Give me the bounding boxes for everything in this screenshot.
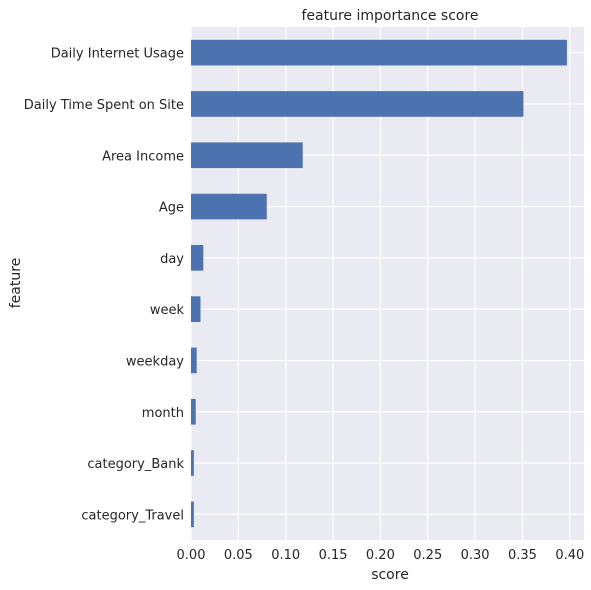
x-tick-label: 0.20 — [366, 548, 395, 563]
bar — [191, 398, 196, 425]
bar — [191, 193, 267, 220]
bar — [191, 450, 194, 476]
x-tick-label: 0.00 — [177, 548, 206, 563]
x-tick-label: 0.15 — [319, 548, 348, 563]
bar — [191, 245, 204, 271]
bar — [191, 347, 197, 374]
bar — [191, 91, 524, 117]
bar — [191, 142, 303, 169]
x-tick-label: 0.05 — [224, 548, 253, 563]
bars — [191, 39, 567, 528]
bar — [191, 501, 194, 528]
y-tick-label: category_Travel — [81, 508, 184, 523]
x-tick-labels: 0.00 0.05 0.10 0.15 0.20 0.25 0.30 0.35 0.40 — [177, 548, 585, 563]
y-tick-label: day — [160, 252, 184, 267]
chart-title: feature importance score — [301, 8, 478, 24]
bar — [191, 296, 201, 322]
y-tick-labels: Daily Internet Usage Daily Time Spent on … — [24, 47, 185, 524]
x-tick-label: 0.30 — [461, 548, 490, 563]
y-tick-label: weekday — [126, 354, 184, 369]
x-tick-label: 0.10 — [271, 548, 300, 563]
y-tick-label: month — [142, 406, 184, 421]
y-tick-label: Age — [159, 201, 184, 216]
bar — [191, 39, 567, 66]
y-tick-label: Area Income — [102, 149, 184, 164]
y-axis-title: feature — [8, 258, 24, 309]
y-tick-label: category_Bank — [87, 457, 184, 472]
x-tick-label: 0.40 — [555, 548, 584, 563]
y-tick-label: Daily Time Spent on Site — [24, 98, 184, 113]
y-tick-label: Daily Internet Usage — [51, 47, 184, 62]
y-tick-label: week — [150, 303, 185, 318]
x-tick-label: 0.35 — [508, 548, 537, 563]
x-tick-label: 0.25 — [413, 548, 442, 563]
x-axis-title: score — [371, 567, 409, 583]
